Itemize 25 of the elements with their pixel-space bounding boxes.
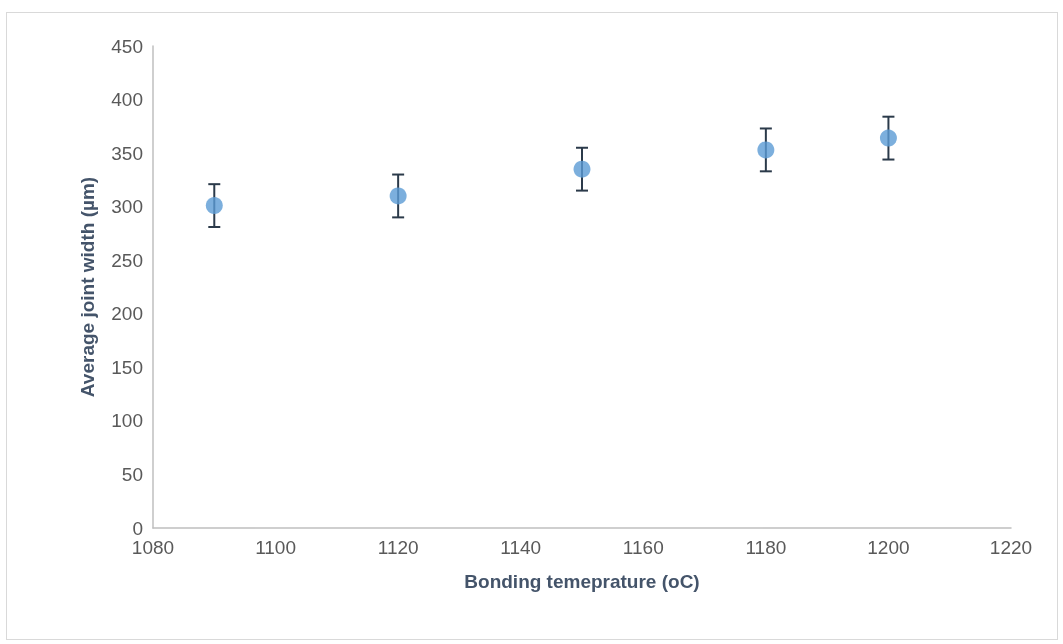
x-tick-label: 1180 — [745, 537, 787, 558]
x-tick-label: 1160 — [622, 537, 664, 558]
y-tick-label: 200 — [111, 303, 143, 325]
x-axis-title: Bonding temeprature (oC) — [464, 571, 700, 592]
y-tick-label: 400 — [111, 89, 143, 111]
x-tick-label: 1080 — [131, 537, 175, 558]
y-tick-label: 50 — [121, 463, 143, 485]
x-tick-label: 1120 — [377, 537, 419, 558]
point — [573, 160, 591, 178]
point — [205, 197, 223, 215]
y-tick-label: 300 — [111, 196, 143, 218]
x-tick-label: 1200 — [867, 537, 910, 558]
y-tick-label: 150 — [111, 356, 143, 378]
x-tick-label: 1140 — [500, 537, 542, 558]
point — [389, 187, 407, 205]
y-tick-label: 0 — [132, 517, 143, 539]
y-tick-label: 350 — [111, 142, 143, 164]
y-tick-label: 100 — [111, 410, 143, 432]
y-tick-label: 450 — [111, 35, 143, 57]
y-tick-label: 250 — [111, 249, 143, 271]
point — [757, 141, 775, 159]
x-tick-label: 1100 — [255, 537, 296, 558]
y-axis-title: Average joint width (µm) — [77, 176, 98, 398]
point — [879, 129, 897, 147]
x-tick-label: 1220 — [989, 537, 1033, 558]
